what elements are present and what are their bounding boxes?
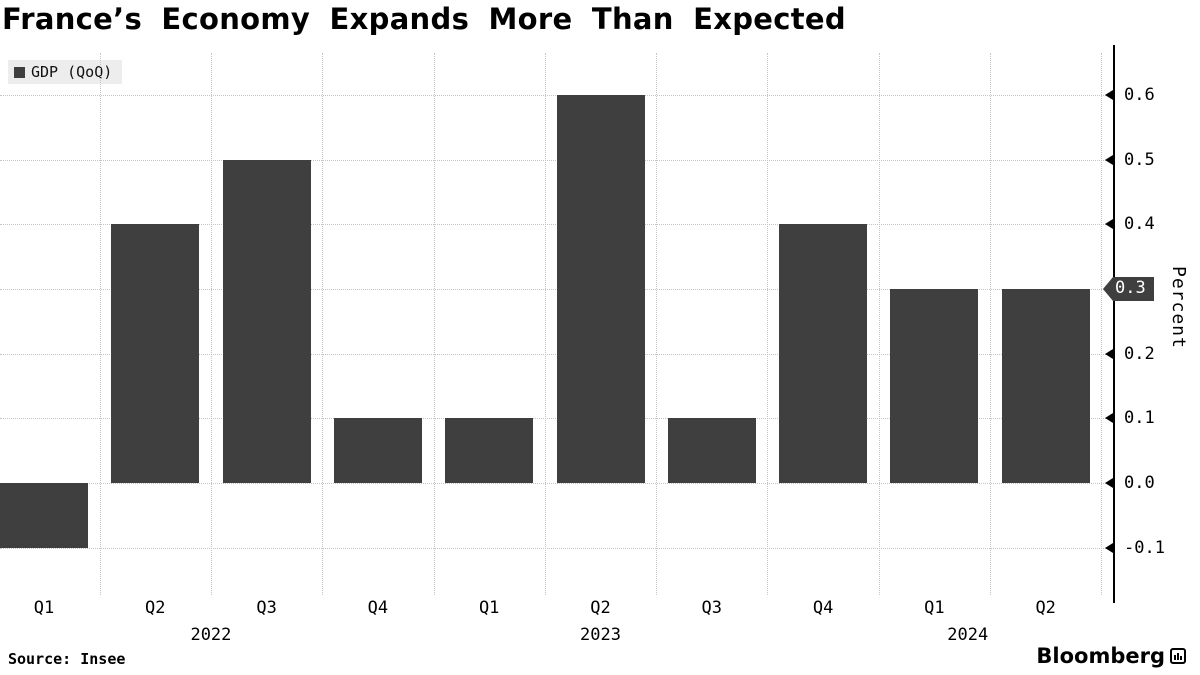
gridline-horizontal bbox=[0, 418, 1108, 420]
x-tick-label: Q3 bbox=[701, 598, 723, 618]
gridline-vertical bbox=[544, 53, 546, 595]
y-tick-mark bbox=[1105, 154, 1113, 165]
y-tick-label: 0.5 bbox=[1124, 149, 1155, 170]
chart-title: France’s Economy Expands More Than Expec… bbox=[2, 2, 846, 36]
legend-swatch bbox=[14, 66, 25, 78]
year-label: 2024 bbox=[947, 625, 989, 645]
x-tick-label: Q4 bbox=[812, 598, 834, 618]
gridline-vertical bbox=[99, 53, 101, 595]
bloomberg-wordmark: Bloomberg bbox=[1036, 644, 1165, 668]
y-tick-mark bbox=[1105, 478, 1113, 488]
y-tick-label: 0.4 bbox=[1124, 214, 1155, 235]
bar bbox=[667, 418, 756, 483]
bar bbox=[779, 224, 868, 483]
y-tick-mark bbox=[1105, 413, 1113, 424]
gridline-horizontal bbox=[0, 224, 1108, 226]
bloomberg-logo-icon bbox=[1170, 648, 1186, 664]
y-tick-label: 0.0 bbox=[1124, 473, 1155, 493]
y-tick-mark bbox=[1105, 542, 1113, 553]
year-label: 2023 bbox=[580, 625, 621, 645]
y-axis-title: Percent bbox=[1168, 266, 1189, 349]
y-axis-line bbox=[1113, 45, 1115, 603]
y-tick-mark bbox=[1105, 89, 1113, 100]
x-tick-label: Q1 bbox=[478, 598, 500, 618]
bar bbox=[1001, 288, 1090, 483]
y-tick-label: 0.2 bbox=[1124, 343, 1155, 364]
y-tick-mark bbox=[1105, 348, 1113, 359]
gridline-vertical bbox=[322, 53, 324, 595]
gridline-vertical bbox=[656, 53, 658, 595]
x-tick-label: Q2 bbox=[145, 598, 166, 618]
bloomberg-logo: Bloomberg bbox=[1036, 644, 1186, 668]
gridline-vertical bbox=[1101, 53, 1103, 595]
gridline-vertical bbox=[767, 53, 769, 595]
y-tick-label: 0.6 bbox=[1124, 84, 1155, 105]
legend: GDP (QoQ) bbox=[8, 60, 123, 84]
y-tick-label: -0.1 bbox=[1124, 537, 1165, 558]
badge-value: 0.3 bbox=[1113, 276, 1154, 301]
x-tick-label: Q3 bbox=[256, 598, 277, 618]
gridline-vertical bbox=[433, 53, 435, 595]
year-label: 2022 bbox=[190, 625, 232, 645]
bar bbox=[556, 94, 645, 483]
legend-label: GDP (QoQ) bbox=[31, 63, 113, 81]
bar bbox=[445, 418, 534, 483]
x-tick-label: Q1 bbox=[924, 598, 945, 618]
current-value-badge: 0.3 bbox=[1103, 276, 1154, 301]
gridline-horizontal bbox=[0, 288, 1108, 290]
x-tick-label: Q2 bbox=[590, 598, 611, 618]
y-tick-label: 0.1 bbox=[1124, 408, 1155, 429]
bar bbox=[890, 288, 979, 483]
x-tick-label: Q1 bbox=[33, 598, 55, 618]
gridline-vertical bbox=[878, 53, 880, 595]
gridline-vertical bbox=[210, 53, 212, 595]
badge-arrow-icon bbox=[1103, 276, 1113, 301]
gridline-horizontal bbox=[0, 353, 1108, 355]
y-tick-mark bbox=[1105, 219, 1113, 230]
source-note: Source: Insee bbox=[8, 650, 126, 668]
bar bbox=[222, 159, 311, 483]
bar bbox=[333, 418, 422, 483]
x-tick-label: Q2 bbox=[1035, 598, 1056, 618]
gridline-horizontal bbox=[0, 159, 1108, 161]
gridline-vertical bbox=[990, 53, 992, 595]
gridline-horizontal bbox=[0, 483, 1108, 484]
gridline-horizontal bbox=[0, 547, 1108, 549]
bar bbox=[111, 224, 200, 483]
x-tick-label: Q4 bbox=[367, 598, 389, 618]
gridline-horizontal bbox=[0, 94, 1108, 96]
bar bbox=[0, 483, 88, 548]
